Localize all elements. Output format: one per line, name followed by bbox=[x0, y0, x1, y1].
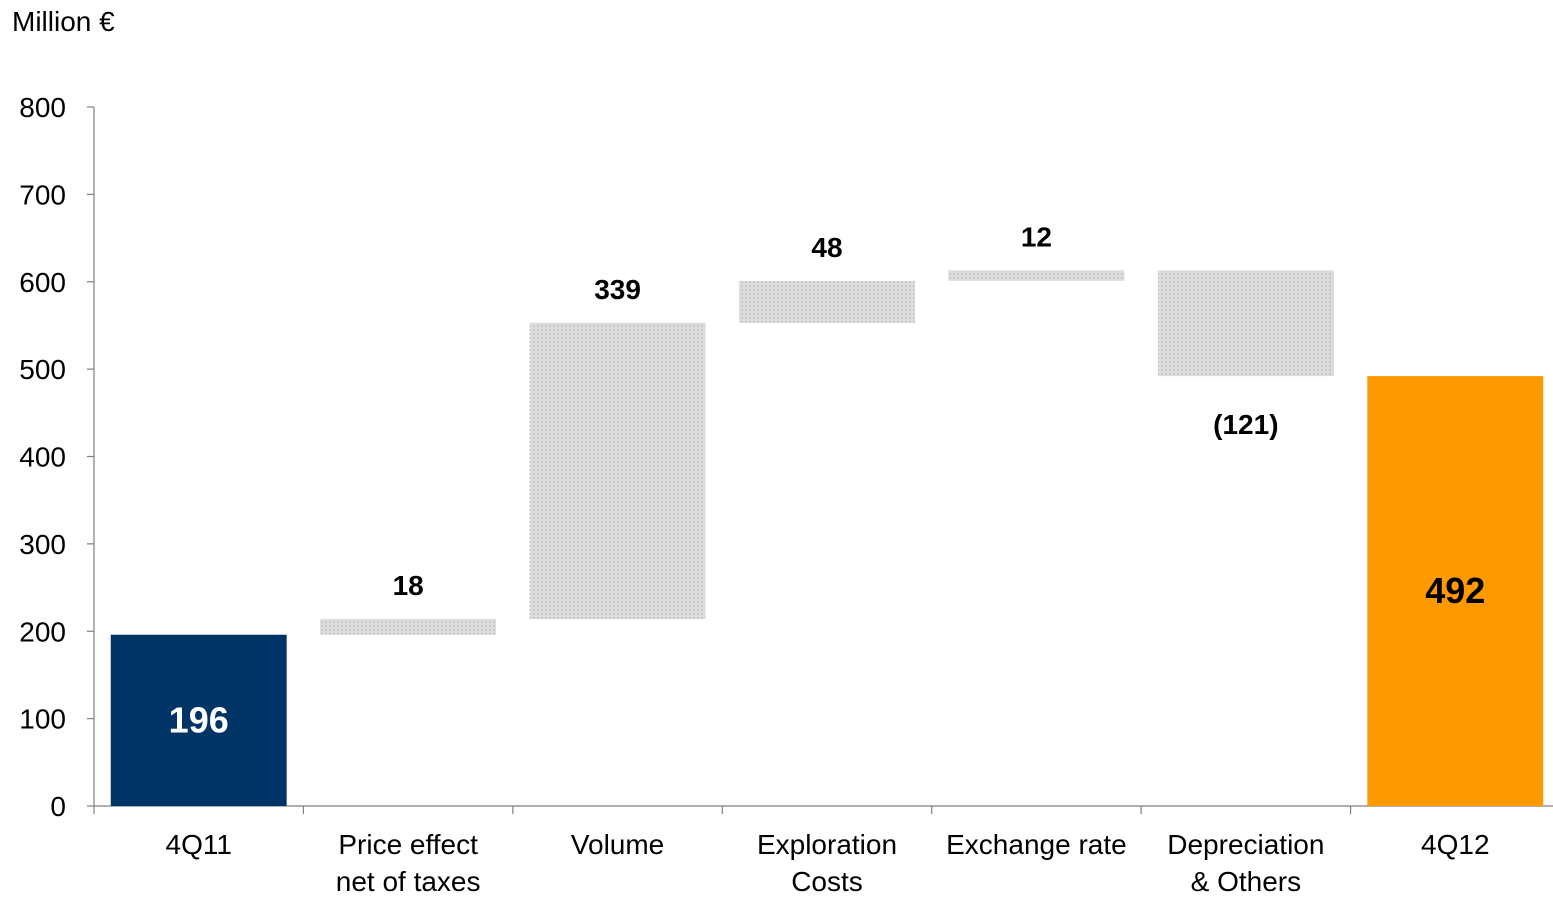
y-axis-unit-label: Million € bbox=[12, 6, 115, 37]
x-category-label: & Others bbox=[1191, 866, 1301, 897]
delta-bar bbox=[529, 322, 706, 620]
data-label: (121) bbox=[1213, 409, 1278, 440]
data-label: 196 bbox=[169, 699, 229, 740]
delta-bar bbox=[320, 619, 497, 635]
delta-bar bbox=[948, 270, 1125, 281]
data-label: 48 bbox=[811, 232, 842, 263]
y-tick-label: 800 bbox=[19, 92, 66, 123]
y-tick-label: 700 bbox=[19, 179, 66, 210]
data-label: 12 bbox=[1021, 221, 1052, 252]
x-category-label: Volume bbox=[571, 829, 664, 860]
x-category-label: net of taxes bbox=[336, 866, 481, 897]
y-tick-label: 400 bbox=[19, 442, 66, 473]
x-category-label: Price effect bbox=[338, 829, 478, 860]
x-category-label: Exploration bbox=[757, 829, 897, 860]
total-bar bbox=[1367, 376, 1544, 806]
y-tick-label: 0 bbox=[50, 791, 66, 822]
total-bar bbox=[110, 634, 287, 806]
x-category-label: Costs bbox=[791, 866, 863, 897]
delta-bar bbox=[1157, 270, 1334, 377]
y-tick-label: 300 bbox=[19, 529, 66, 560]
x-category-label: Depreciation bbox=[1167, 829, 1324, 860]
y-tick-label: 600 bbox=[19, 267, 66, 298]
data-label: 339 bbox=[594, 274, 641, 305]
y-tick-label: 500 bbox=[19, 354, 66, 385]
y-tick-label: 200 bbox=[19, 616, 66, 647]
delta-bar bbox=[739, 280, 915, 323]
x-category-label: 4Q11 bbox=[166, 829, 232, 860]
data-label: 492 bbox=[1425, 570, 1485, 611]
data-label: 18 bbox=[393, 570, 424, 601]
x-category-label: 4Q12 bbox=[1421, 829, 1490, 860]
x-category-label: Exchange rate bbox=[946, 829, 1127, 860]
y-tick-label: 100 bbox=[19, 704, 66, 735]
